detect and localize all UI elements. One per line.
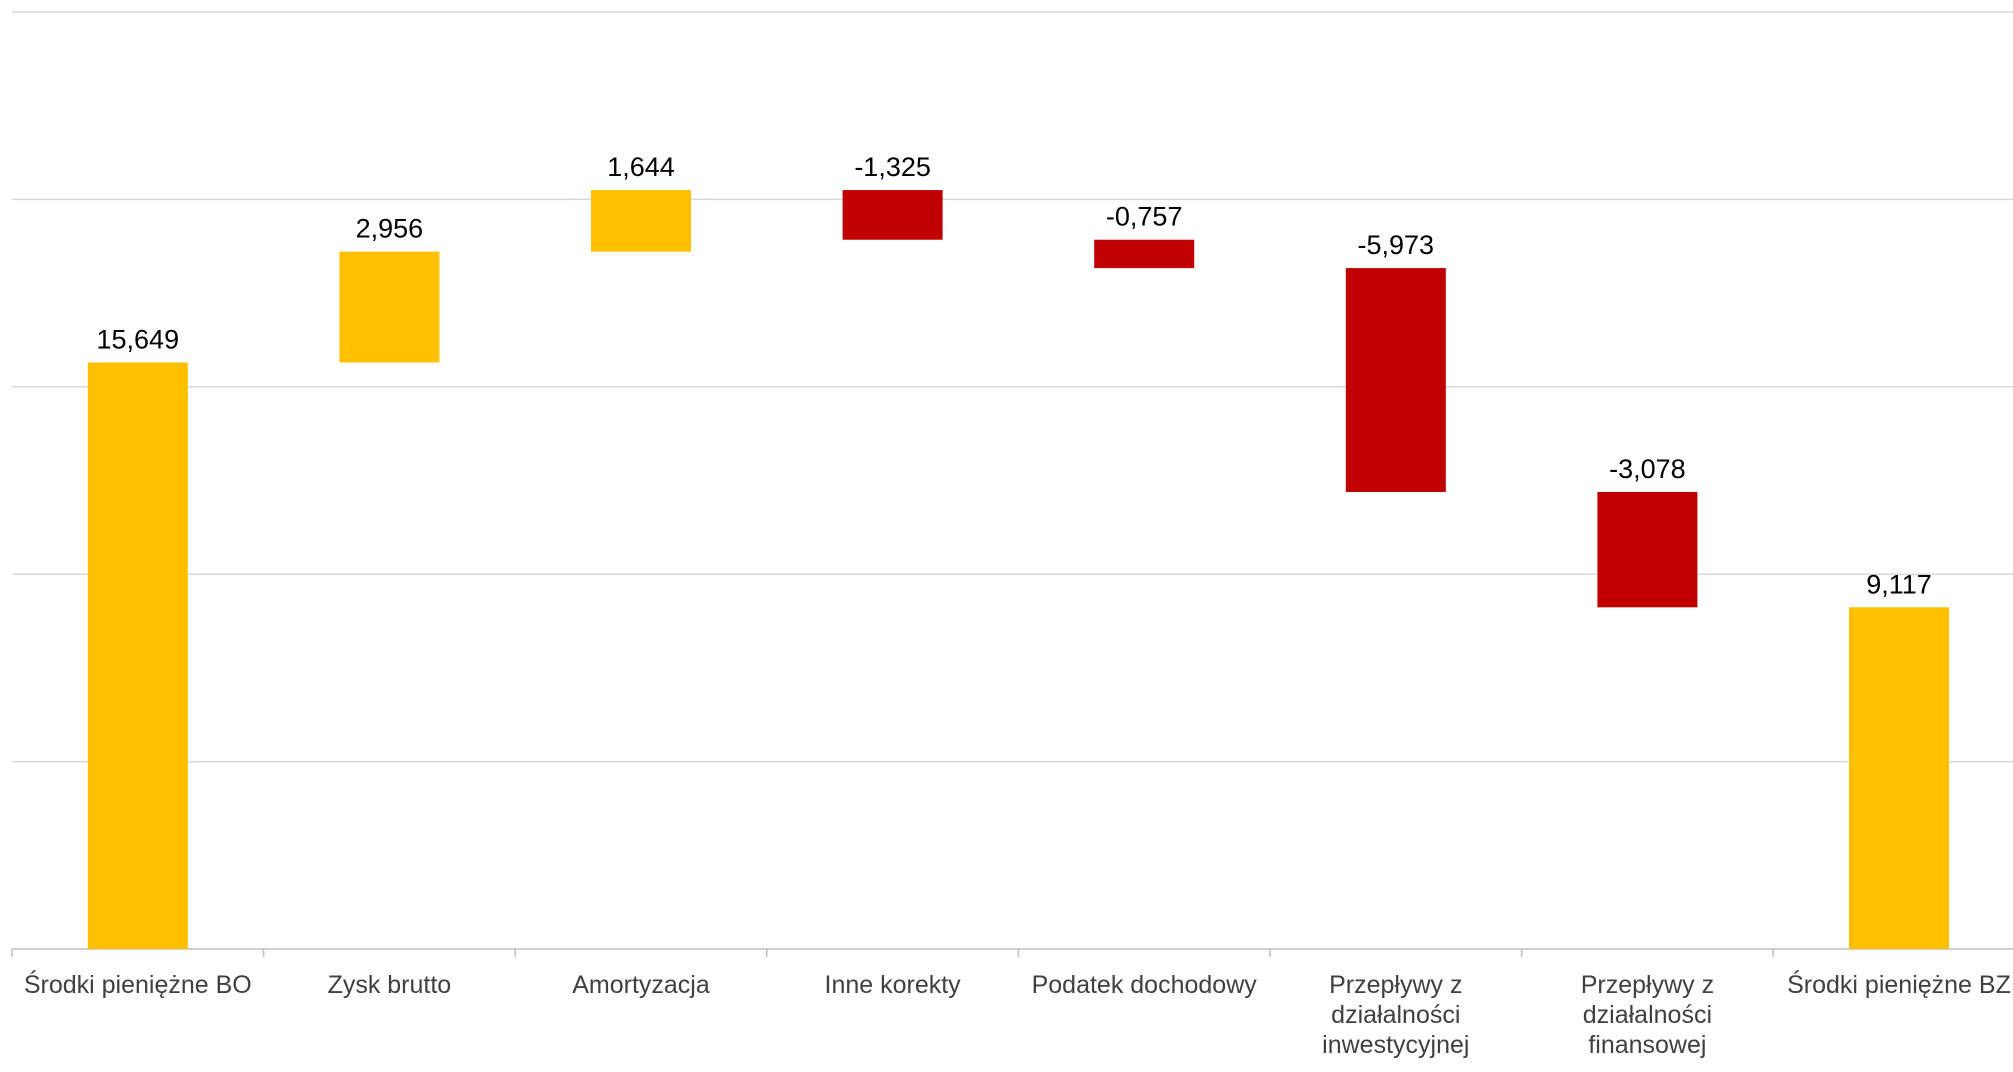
value-label: 1,644 bbox=[607, 152, 675, 182]
value-label: 2,956 bbox=[356, 214, 424, 244]
bar bbox=[339, 251, 440, 363]
x-tick-label: Środki pieniężne BO bbox=[23, 971, 252, 999]
value-label: 9,117 bbox=[1866, 569, 1932, 599]
bar bbox=[842, 190, 943, 240]
x-tick-label: Amortyzacja bbox=[572, 971, 710, 999]
x-tick-label: Przepływy z działalności finansowej bbox=[1580, 971, 1715, 1059]
value-label: -0,757 bbox=[1106, 202, 1183, 232]
bar bbox=[1094, 239, 1195, 269]
bar bbox=[591, 190, 691, 252]
x-tick-label: Podatek dochodowy bbox=[1031, 971, 1257, 999]
value-label: -3,078 bbox=[1609, 454, 1686, 484]
value-label: 15,649 bbox=[97, 324, 180, 354]
bar bbox=[1849, 607, 1949, 949]
x-tick-label: Przepływy z działalności inwestycyjnej bbox=[1322, 971, 1470, 1059]
x-tick-label: Środki pieniężne BZ bbox=[1787, 971, 2011, 999]
x-tick-label: Inne korekty bbox=[824, 971, 961, 999]
value-label: -5,973 bbox=[1358, 230, 1435, 260]
bar bbox=[1597, 491, 1698, 608]
bar bbox=[1345, 268, 1446, 492]
value-label: -1,325 bbox=[854, 152, 931, 182]
x-tick-label: Zysk brutto bbox=[327, 971, 452, 999]
bar bbox=[87, 362, 188, 950]
